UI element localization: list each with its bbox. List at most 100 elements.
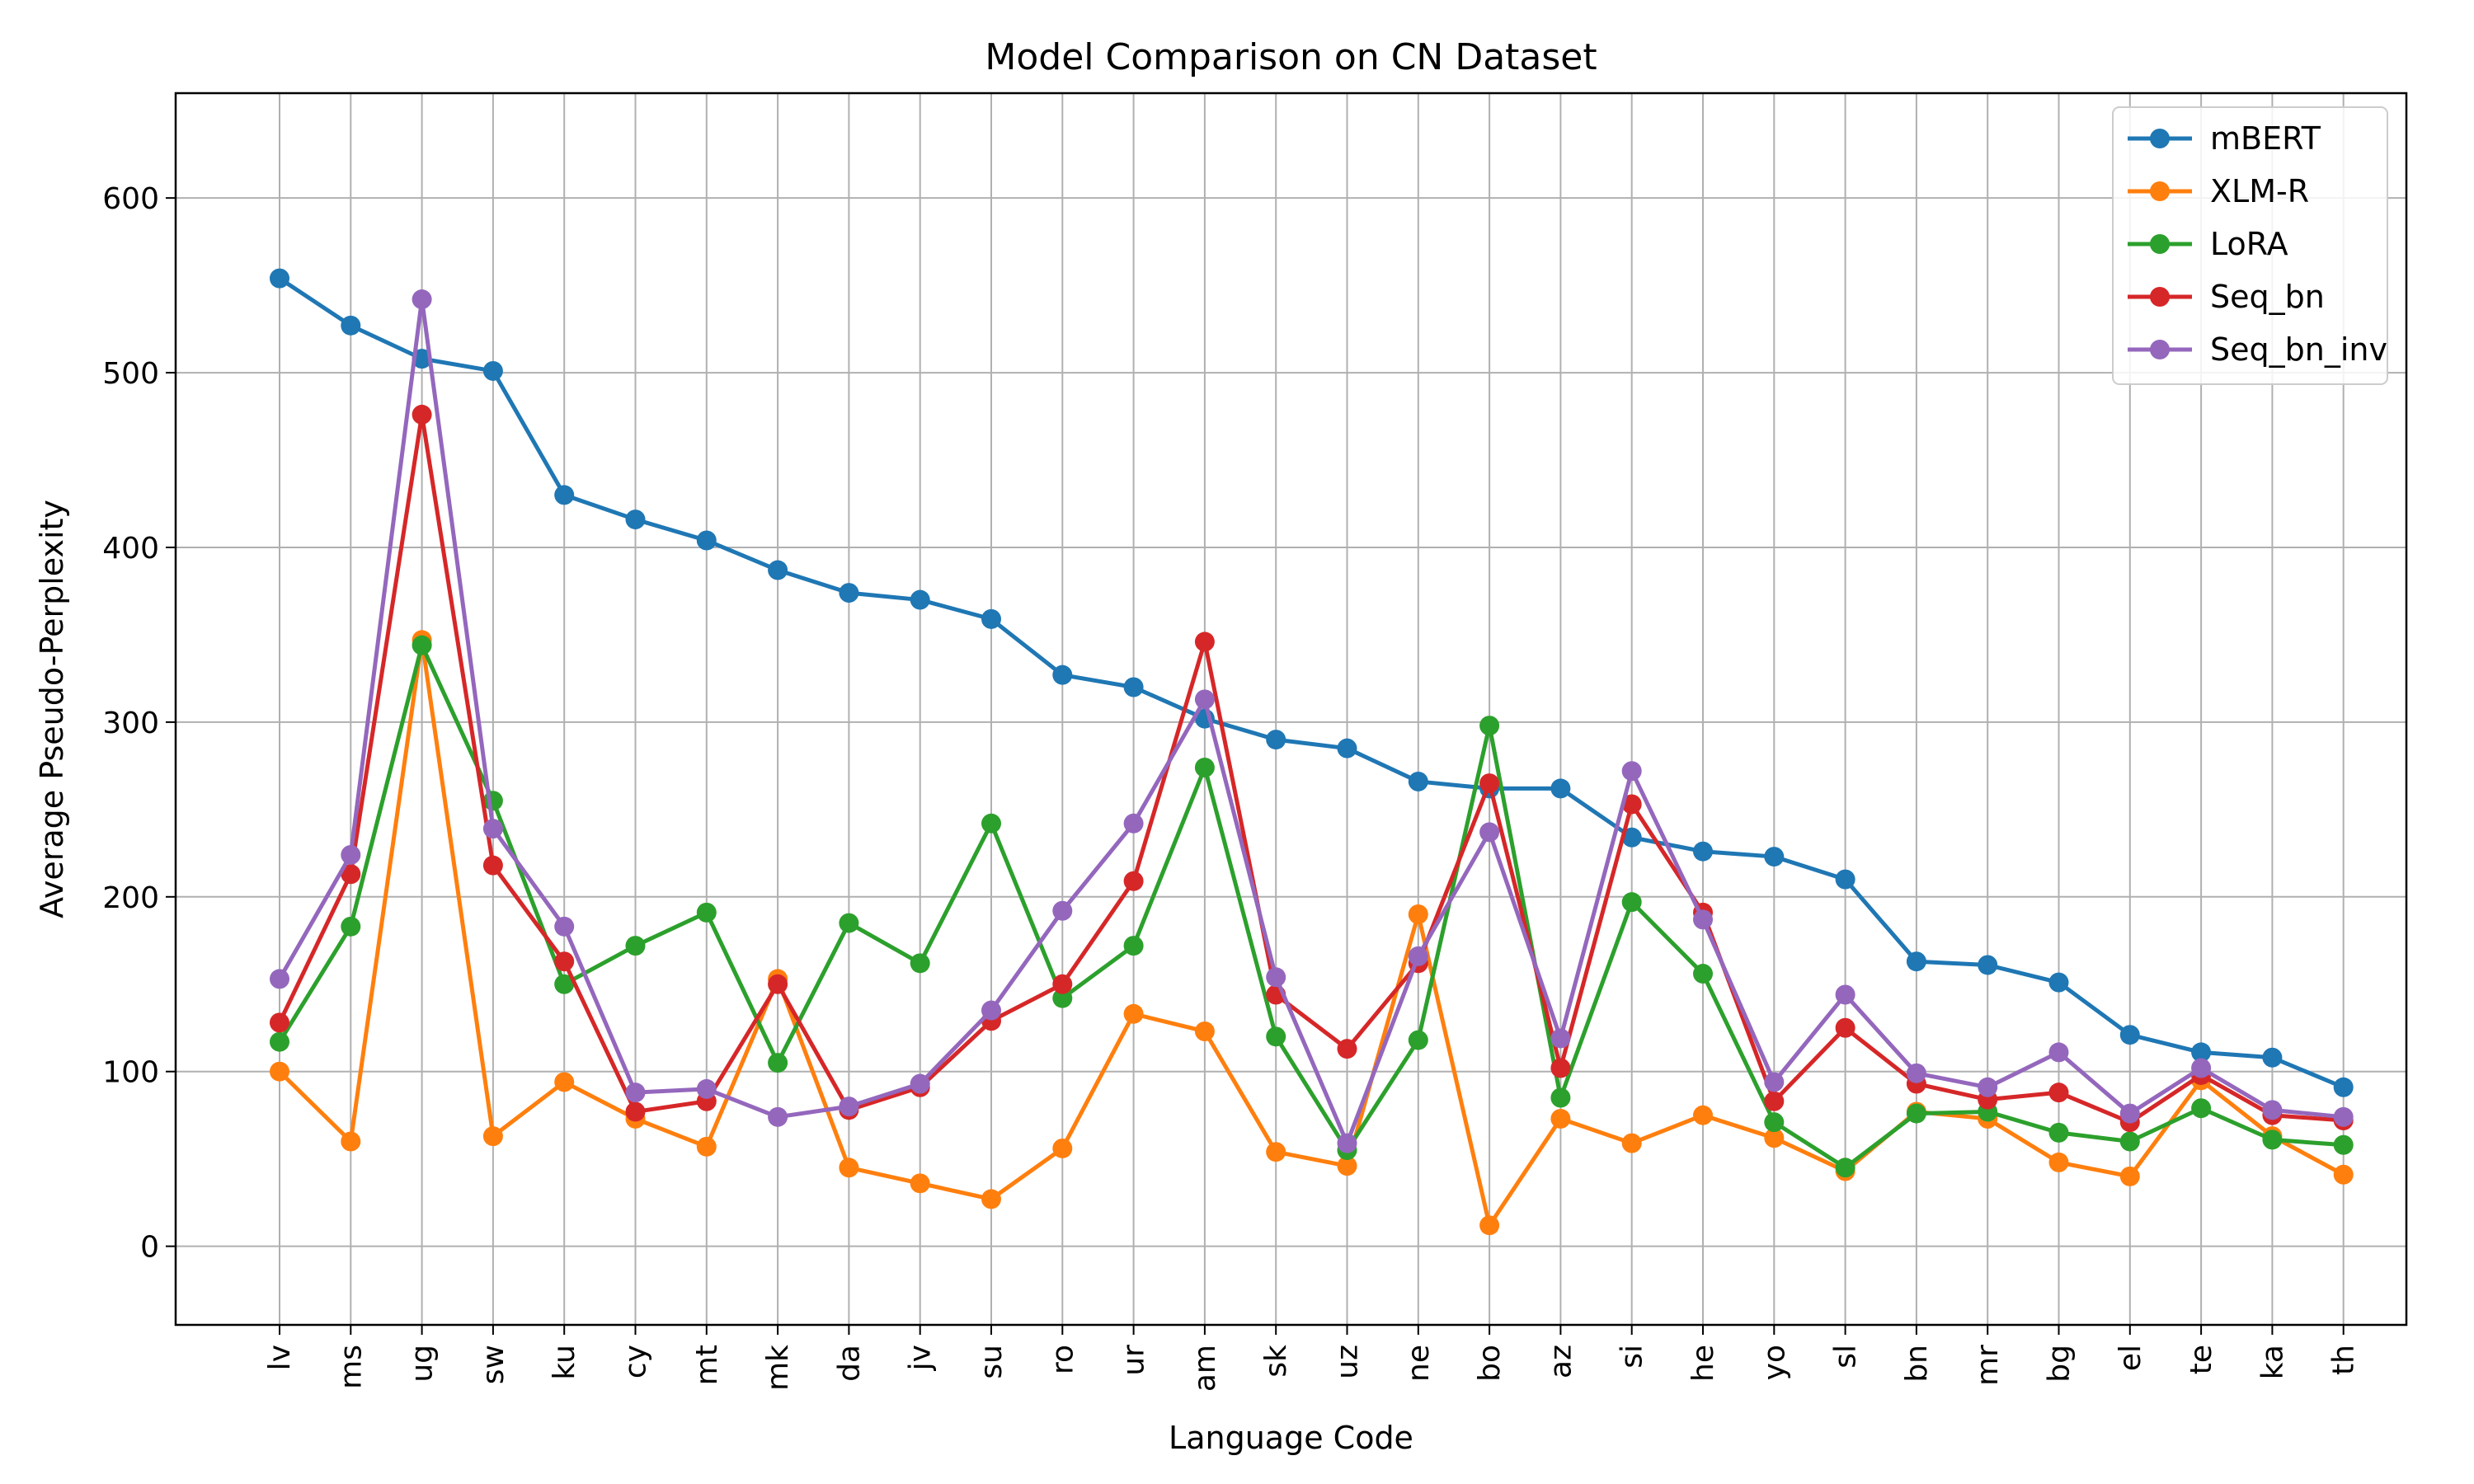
x-tick-label: ur xyxy=(1117,1345,1151,1376)
data-point xyxy=(1052,665,1073,685)
data-point xyxy=(2048,1082,2069,1103)
x-tick-label: bn xyxy=(1900,1345,1934,1383)
legend-label: XLM-R xyxy=(2210,173,2309,209)
data-point xyxy=(1052,988,1073,1008)
data-point xyxy=(412,289,432,310)
data-point xyxy=(1764,1128,1785,1148)
data-point xyxy=(1764,1091,1785,1111)
x-tick-label: si xyxy=(1616,1345,1649,1369)
data-point xyxy=(2048,1042,2069,1063)
legend-swatch-marker xyxy=(2150,287,2170,307)
x-tick-label: th xyxy=(2327,1345,2361,1375)
data-point xyxy=(1693,841,1713,862)
x-tick-label: ms xyxy=(334,1345,368,1389)
data-point xyxy=(270,1061,289,1082)
data-point xyxy=(482,360,503,381)
x-tick-label: jv xyxy=(904,1345,938,1371)
data-point xyxy=(1123,813,1144,834)
data-point xyxy=(482,1126,503,1147)
axis-ticks: lv ms ug sw ku cy mt mk da jv su ro ur am sk uz ne bo az si… xyxy=(102,182,2360,1392)
x-tick-label: bg xyxy=(2043,1345,2077,1383)
data-point xyxy=(696,530,717,551)
x-tick-label: ku xyxy=(548,1345,581,1380)
data-point xyxy=(1835,984,1856,1005)
y-axis-label: Average Pseudo-Perplexity xyxy=(34,500,70,918)
data-point xyxy=(1906,1103,1926,1124)
data-point xyxy=(1052,974,1073,994)
data-point xyxy=(2119,1103,2140,1124)
data-point xyxy=(910,589,930,610)
chart-title: Model Comparison on CN Dataset xyxy=(985,36,1597,78)
data-point xyxy=(341,1131,361,1152)
series-line xyxy=(278,276,2345,1090)
data-point xyxy=(1550,778,1571,799)
x-tick-label: he xyxy=(1686,1345,1720,1382)
data-point xyxy=(554,951,575,972)
data-point xyxy=(2333,1106,2354,1127)
series-line xyxy=(278,637,2345,1228)
data-point xyxy=(1337,1156,1357,1176)
y-tick-label: 600 xyxy=(102,182,159,216)
data-point xyxy=(696,1136,717,1157)
data-point xyxy=(1479,1215,1500,1236)
data-point xyxy=(554,974,575,994)
legend-swatch-marker xyxy=(2150,340,2170,359)
data-point xyxy=(696,902,717,923)
data-point xyxy=(1337,738,1357,758)
x-tick-label: el xyxy=(2114,1345,2147,1371)
data-point xyxy=(2262,1129,2283,1150)
data-point xyxy=(1123,871,1144,891)
data-point xyxy=(2262,1047,2283,1068)
data-point xyxy=(1621,794,1642,815)
data-point xyxy=(341,916,361,937)
data-point xyxy=(1194,1021,1215,1041)
legend: mBERT XLM-R LoRA Seq_bn Seq_bn_inv xyxy=(2112,106,2388,385)
x-tick-label: lv xyxy=(263,1345,297,1370)
data-point xyxy=(1906,951,1926,972)
x-tick-label: sw xyxy=(477,1345,510,1384)
series-line xyxy=(277,297,2344,1146)
data-point xyxy=(1693,909,1713,930)
data-point xyxy=(1408,771,1428,791)
y-tick-label: 0 xyxy=(140,1231,159,1265)
data-point xyxy=(270,1031,289,1052)
data-point xyxy=(1337,1039,1357,1059)
data-point xyxy=(625,936,646,956)
data-point xyxy=(1764,1112,1785,1133)
y-tick-label: 400 xyxy=(102,532,159,566)
data-point xyxy=(2191,1058,2212,1078)
x-tick-label: ka xyxy=(2255,1345,2289,1379)
data-point xyxy=(2048,1122,2069,1143)
data-point xyxy=(981,608,1001,629)
data-point xyxy=(341,864,361,885)
data-point xyxy=(2048,972,2069,993)
legend-swatch-marker xyxy=(2150,181,2170,201)
data-point xyxy=(910,1173,930,1194)
data-point xyxy=(1479,716,1500,736)
x-tick-label: mk xyxy=(761,1345,795,1391)
data-point xyxy=(839,913,859,933)
x-tick-label: mt xyxy=(690,1345,724,1385)
data-point xyxy=(482,819,503,839)
plot-frame xyxy=(174,92,2408,1327)
y-tick-label: 200 xyxy=(102,881,159,915)
data-point xyxy=(625,510,646,530)
data-point xyxy=(1978,1077,1998,1097)
data-point xyxy=(341,315,361,336)
data-point xyxy=(625,1101,646,1122)
data-point xyxy=(981,1000,1001,1021)
data-point xyxy=(1408,946,1428,966)
x-tick-label: am xyxy=(1188,1345,1222,1392)
data-point xyxy=(554,485,575,505)
data-point xyxy=(554,1072,575,1092)
series-line xyxy=(277,412,2344,1125)
x-tick-label: ro xyxy=(1046,1345,1079,1374)
data-point xyxy=(1408,904,1428,924)
y-tick-label: 100 xyxy=(102,1056,159,1090)
data-point xyxy=(839,1158,859,1178)
data-point xyxy=(839,583,859,603)
data-point xyxy=(1621,827,1642,848)
data-point xyxy=(768,974,788,994)
legend-label: Seq_bn_inv xyxy=(2210,331,2387,368)
